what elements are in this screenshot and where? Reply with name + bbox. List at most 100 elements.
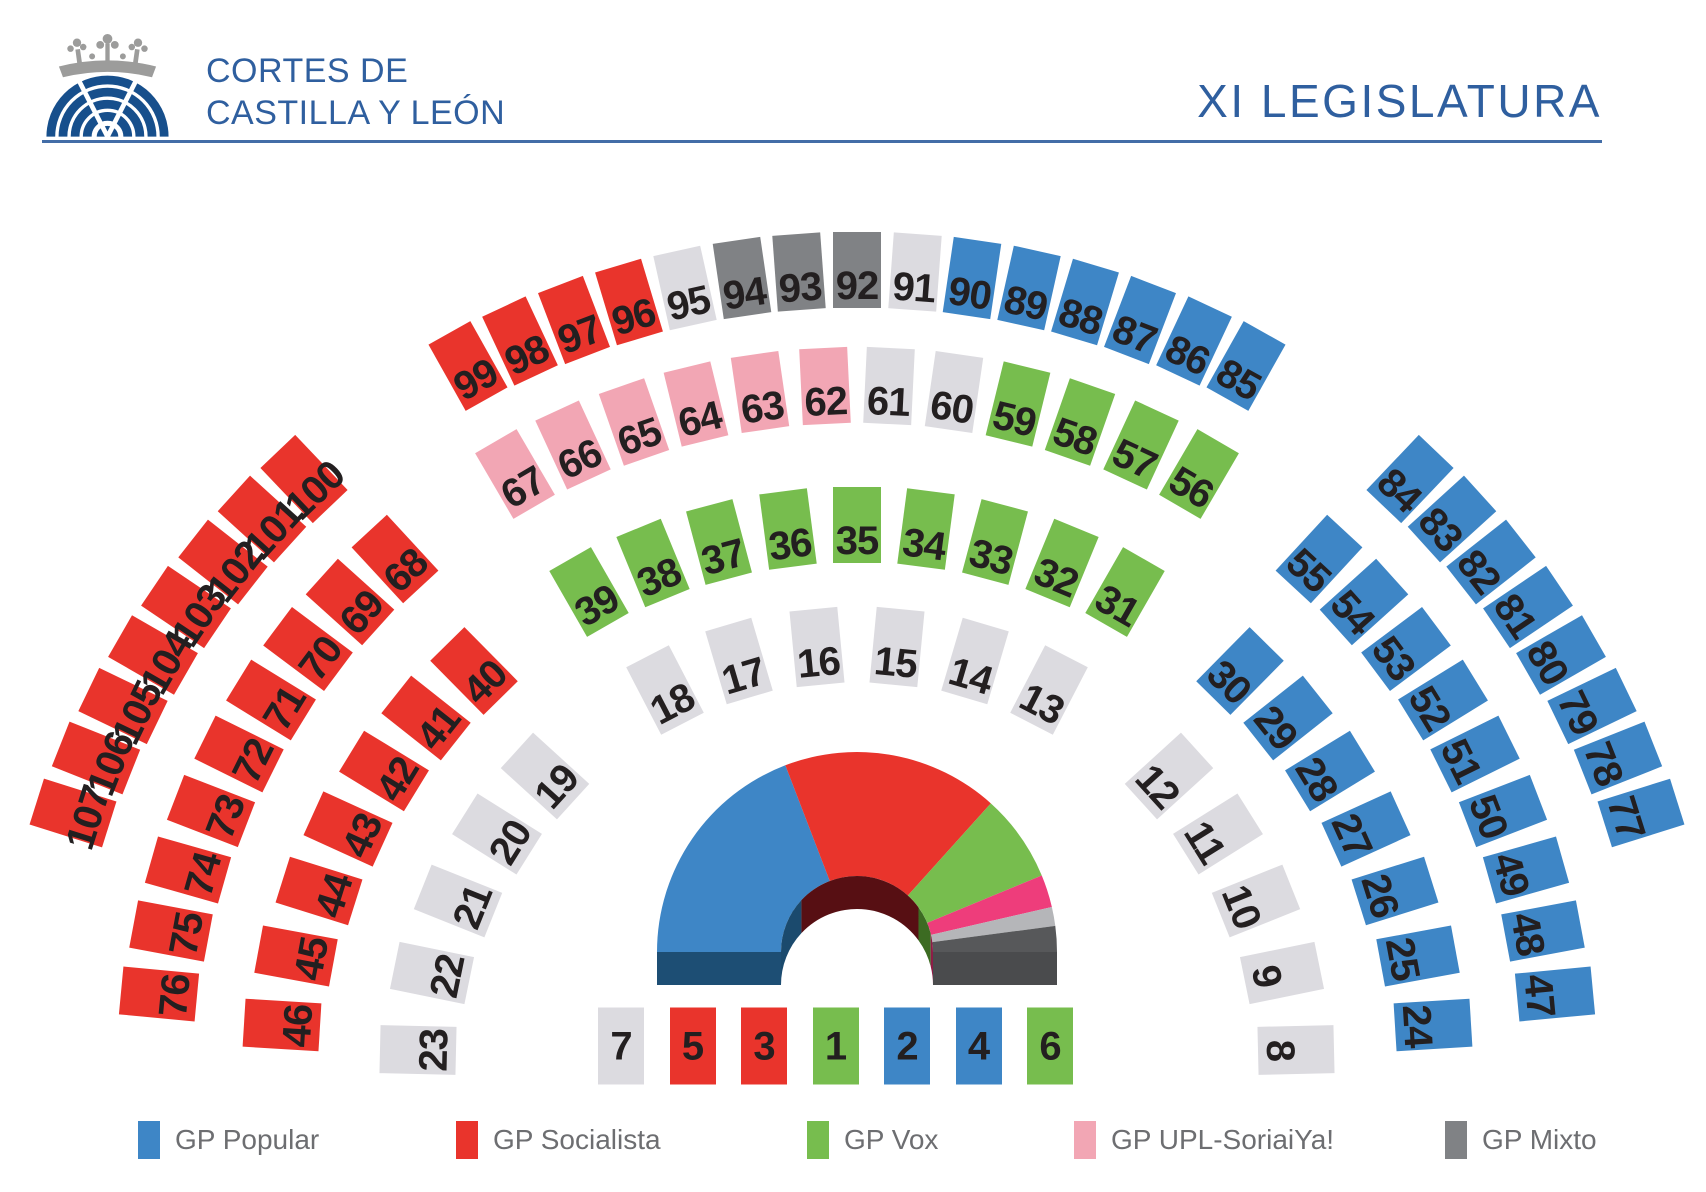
seat-43: 43 <box>303 791 393 867</box>
seat-47: 47 <box>1515 966 1596 1022</box>
seat-number: 11 <box>1174 814 1234 872</box>
seat-46: 46 <box>242 998 321 1052</box>
seat-number: 58 <box>1047 408 1103 465</box>
seat-17: 17 <box>705 617 774 705</box>
seat-22: 22 <box>389 941 474 1005</box>
seat-35: 35 <box>833 487 881 563</box>
seat-number: 35 <box>835 519 879 563</box>
seat-18: 18 <box>626 644 704 735</box>
seat-32: 32 <box>1024 518 1099 607</box>
seat-number: 32 <box>1027 548 1084 606</box>
seat-number: 61 <box>866 378 911 425</box>
seat-number: 98 <box>498 326 556 385</box>
pie-slice-2 <box>907 803 1042 923</box>
seat-number: 25 <box>1376 934 1428 985</box>
seat-number: 40 <box>454 651 516 714</box>
seat-48: 48 <box>1501 900 1586 962</box>
seat-number: 50 <box>1459 788 1517 845</box>
seat-number: 79 <box>1548 683 1607 742</box>
seat-91: 91 <box>887 232 942 312</box>
seat-77: 77 <box>1597 778 1685 848</box>
seat-number: 20 <box>480 813 540 873</box>
seat-number: 88 <box>1053 289 1108 345</box>
seat-number: 6 <box>1039 1024 1061 1068</box>
legend-swatch-icon <box>456 1121 478 1159</box>
seat-number: 66 <box>551 430 609 489</box>
seat-number: 72 <box>223 731 283 790</box>
seat-number: 8 <box>1257 1039 1303 1062</box>
seat-25: 25 <box>1375 925 1460 987</box>
legend-label: GP Popular <box>175 1124 320 1155</box>
seat-number: 2 <box>896 1024 918 1068</box>
seat-number: 19 <box>526 756 588 818</box>
seat-13: 13 <box>1010 644 1088 735</box>
seat-73: 73 <box>166 774 255 847</box>
seat-90: 90 <box>942 236 1002 320</box>
seat-number: 68 <box>375 540 437 602</box>
seat-58: 58 <box>1045 377 1116 466</box>
seat-67: 67 <box>474 429 555 520</box>
seat-number: 48 <box>1502 909 1554 959</box>
composition-pie <box>657 751 1057 985</box>
seat-number: 64 <box>674 392 726 446</box>
seat-74: 74 <box>145 836 232 904</box>
seat-33: 33 <box>961 498 1028 585</box>
seat-number: 52 <box>1399 678 1460 738</box>
seat-number: 7 <box>610 1024 632 1068</box>
seat-number: 80 <box>1517 633 1578 693</box>
seat-23: 23 <box>379 1025 457 1075</box>
seat-89: 89 <box>997 245 1061 331</box>
seat-number: 87 <box>1106 306 1163 363</box>
seat-number: 96 <box>606 289 661 345</box>
pie-slice-4 <box>931 907 1056 943</box>
seat-2: 2 <box>884 1007 930 1085</box>
seat-number: 39 <box>567 575 627 636</box>
seat-number: 53 <box>1362 628 1424 689</box>
pie-depth-right <box>933 952 1057 985</box>
seat-number: 54 <box>1321 582 1384 644</box>
seat-number: 99 <box>446 350 505 410</box>
seat-62: 62 <box>798 346 851 425</box>
seat-number: 77 <box>1598 790 1654 845</box>
seat-61: 61 <box>863 346 916 425</box>
seat-4: 4 <box>955 1007 1002 1085</box>
seat-76: 76 <box>118 966 199 1022</box>
seat-number: 43 <box>333 806 392 864</box>
seat-number: 12 <box>1126 756 1188 818</box>
seat-20: 20 <box>451 793 542 875</box>
pie-slice-3 <box>927 875 1052 935</box>
seat-10: 10 <box>1211 864 1300 937</box>
legend-swatch-icon <box>138 1121 160 1159</box>
seat-56: 56 <box>1159 429 1240 520</box>
seat-number: 18 <box>643 674 702 734</box>
seat-number: 90 <box>945 268 994 319</box>
seat-number: 49 <box>1483 847 1538 901</box>
seat-45: 45 <box>254 925 339 987</box>
seat-number: 1 <box>824 1024 847 1068</box>
pie-inner-wall-3 <box>930 933 933 985</box>
seat-number: 57 <box>1105 430 1163 489</box>
legend-item-gp-socialista: GP Socialista <box>456 1118 661 1162</box>
seat-number: 13 <box>1012 674 1071 734</box>
seat-number: 5 <box>681 1024 704 1068</box>
seat-number: 84 <box>1368 460 1430 522</box>
seat-number: 24 <box>1393 1003 1440 1049</box>
seat-15: 15 <box>869 606 925 687</box>
seat-number: 78 <box>1575 736 1632 793</box>
seat-24: 24 <box>1393 998 1472 1052</box>
legend-item-gp-popular: GP Popular <box>138 1118 319 1162</box>
seat-11: 11 <box>1172 793 1263 875</box>
legend-item-gp-vox: GP Vox <box>807 1118 938 1162</box>
pie-inner-wall-2 <box>918 907 931 967</box>
seat-number: 38 <box>630 548 687 606</box>
legend-swatch-icon <box>807 1121 829 1159</box>
org-name-line2: CASTILLA Y LEÓN <box>206 94 506 132</box>
seat-number: 10 <box>1212 878 1270 935</box>
seat-number: 60 <box>927 382 976 433</box>
seat-number: 82 <box>1448 541 1510 603</box>
seat-number: 59 <box>988 392 1040 446</box>
legend-swatch-icon <box>1445 1121 1467 1159</box>
seat-number: 86 <box>1158 326 1216 385</box>
seat-7: 7 <box>598 1007 644 1085</box>
